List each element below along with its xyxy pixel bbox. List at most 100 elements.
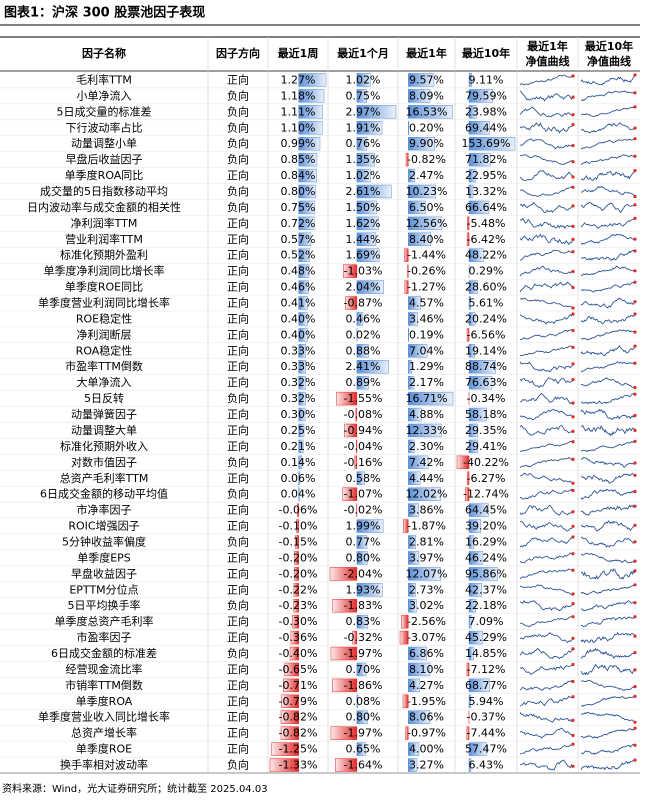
return-value: -12.74% [463,488,509,501]
return-value: 12.07% [406,567,448,580]
sparkline-end-dot [571,458,574,461]
return-value: -0.08% [344,408,383,421]
return-value: 64.45% [465,504,507,517]
return-value: 22.18% [465,599,507,612]
factor-direction: 正向 [227,248,249,262]
sparkline-end-dot [571,175,574,178]
return-value: -1.83% [344,599,383,612]
return-value: 2.17% [409,376,444,389]
return-value: 0.21% [281,440,316,453]
return-value: 48.22% [465,249,507,262]
return-value: -1.95% [407,695,446,708]
sparkline-end-dot [633,440,636,443]
factor-direction: 正向 [227,232,249,246]
sparkline-end-dot [571,401,574,404]
return-value: 0.30% [281,408,316,421]
return-value: 4.00% [409,743,444,756]
return-value: 0.04% [281,488,316,501]
return-value: -0.10% [279,520,318,533]
return-value: 2.04% [346,281,381,294]
return-value: 0.76% [346,137,381,150]
factor-name: 市销率TTM倒数 [65,678,143,692]
return-value: 0.14% [281,456,316,469]
net-value-sparkline [520,394,573,404]
factor-direction: 正向 [227,550,249,564]
return-value: 7.09% [469,615,504,628]
return-value: -6.56% [467,328,506,341]
factor-direction: 正向 [227,519,249,533]
sparkline-end-dot [633,583,636,586]
net-value-sparkline [581,330,635,340]
return-value: 0.08% [346,695,381,708]
return-value: -0.82% [279,711,318,724]
factor-name: EPTTM分位点 [69,582,138,596]
sparkline-end-dot [633,312,636,315]
sparkline-end-dot [571,362,574,365]
sparkline-end-dot [633,414,636,417]
column-header: 因子名称 [82,46,126,60]
net-value-sparkline [581,218,635,228]
factor-direction: 正向 [227,662,249,676]
factor-name: 换手率相对波动率 [60,758,148,772]
return-value: 0.40% [281,328,316,341]
factor-direction: 负向 [227,184,249,198]
sparkline-end-dot [571,113,574,116]
factor-name: 单季度ROA同比 [65,168,144,182]
return-value: 22.95% [465,169,507,182]
net-value-sparkline [520,330,573,340]
return-value: 57.47% [465,743,507,756]
sparkline-end-dot [571,378,574,381]
net-value-sparkline [520,649,573,659]
sparkline-end-dot [571,160,574,163]
sparkline-end-dot [633,73,636,76]
return-value: -1.33% [279,759,318,772]
factor-direction: 正向 [227,742,249,756]
net-value-sparkline [581,250,635,260]
return-value: 0.83% [346,615,381,628]
return-value: 0.58% [346,472,381,485]
return-value: 4.57% [409,297,444,310]
net-value-sparkline [581,585,635,595]
factor-direction: 正向 [227,726,249,740]
factor-direction: 负向 [227,136,249,150]
net-value-sparkline [520,569,573,579]
return-value: 88.74% [465,360,507,373]
net-value-sparkline [581,75,635,85]
factor-direction: 正向 [227,216,249,230]
factor-name: 毛利率TTM [76,72,132,86]
net-value-sparkline [581,139,635,149]
factor-direction: 正向 [227,168,249,182]
net-value-sparkline [520,314,573,324]
factor-name: 总资产增长率 [71,726,137,740]
factor-direction: 负向 [227,534,249,548]
return-value: -7.44% [467,727,506,740]
sparkline-end-dot [633,759,636,762]
return-value: 4.88% [409,408,444,421]
net-value-sparkline [581,441,635,451]
sparkline-end-dot [633,217,636,220]
return-value: 46.24% [465,551,507,564]
return-value: 12.56% [406,217,448,230]
factor-name: 5分钟收益率偏度 [62,534,146,548]
sparkline-end-dot [571,525,574,528]
column-header: 最近1年 [406,46,447,60]
factor-name: 市盈率因子 [77,630,132,644]
return-value: 2.41% [346,360,381,373]
return-value: 1.93% [346,583,381,596]
return-value: 0.02% [346,328,381,341]
net-value-sparkline [520,489,573,499]
sparkline-end-dot [571,482,574,485]
sparkline-end-dot [571,204,574,207]
net-value-sparkline [520,680,573,690]
net-value-sparkline [520,633,573,643]
return-value: 0.80% [281,185,316,198]
net-value-sparkline [581,394,635,404]
return-value: -1.86% [344,679,383,692]
net-value-sparkline [520,346,573,356]
return-value: 0.25% [281,424,316,437]
return-value: -0.22% [279,583,318,596]
net-value-sparkline [581,553,635,563]
net-value-sparkline [520,441,573,451]
sparkline-end-dot [633,668,636,671]
